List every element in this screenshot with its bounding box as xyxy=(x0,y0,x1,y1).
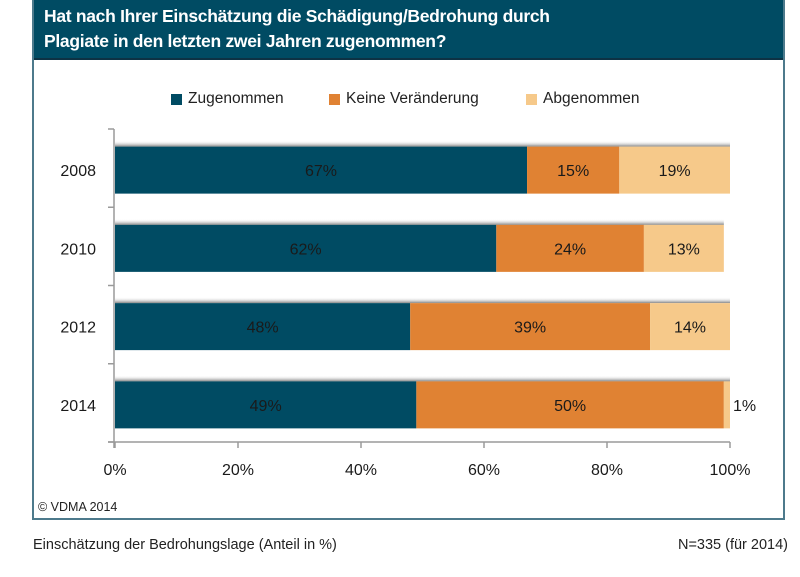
x-tick-label: 80% xyxy=(591,462,623,479)
data-label: 39% xyxy=(514,320,546,337)
chart-header: Hat nach Ihrer Einschätzung die Schädigu… xyxy=(34,0,783,60)
data-label: 13% xyxy=(668,241,700,258)
x-tick-label: 60% xyxy=(468,462,500,479)
bar-shadow xyxy=(115,218,724,225)
category-label: 2008 xyxy=(60,163,96,180)
x-tick-label: 0% xyxy=(103,462,126,479)
chart-legend: Zugenommen Keine Veränderung Abgenommen xyxy=(34,90,783,110)
bar-shadow xyxy=(115,297,730,304)
data-label: 1% xyxy=(733,398,756,415)
legend-item-keine-veraenderung: Keine Veränderung xyxy=(329,90,479,108)
x-tick-label: 100% xyxy=(710,462,751,479)
legend-item-abgenommen: Abgenommen xyxy=(526,90,640,108)
data-label: 49% xyxy=(250,398,282,415)
bar-segment-2014-keine-ver-nderung xyxy=(416,381,724,429)
data-label: 67% xyxy=(305,163,337,180)
data-label: 14% xyxy=(674,320,706,337)
legend-label-zugenommen: Zugenommen xyxy=(188,90,284,107)
chart-title-line-2: Plagiate in den letzten zwei Jahren zuge… xyxy=(44,31,447,51)
bar-segment-2008-zugenommen xyxy=(115,146,528,194)
bar-segment-2010-zugenommen xyxy=(115,224,497,272)
chart-title-line-1: Hat nach Ihrer Einschätzung die Schädigu… xyxy=(44,6,550,26)
bar-segment-2008-abgenommen xyxy=(619,146,730,194)
x-tick-label: 40% xyxy=(345,462,377,479)
bar-segment-2008-keine-ver-nderung xyxy=(527,146,620,194)
data-label: 62% xyxy=(290,241,322,258)
category-label: 2012 xyxy=(60,320,96,337)
category-label: 2014 xyxy=(60,398,96,415)
bar-segment-2010-abgenommen xyxy=(643,224,724,272)
legend-label-keine-veraenderung: Keine Veränderung xyxy=(346,90,479,107)
legend-swatch-keine-veraenderung xyxy=(329,93,340,105)
bar-segment-2014-zugenommen xyxy=(115,381,417,429)
bar-segment-2012-abgenommen xyxy=(650,303,730,351)
data-label: 50% xyxy=(554,398,586,415)
bar-segment-2014-abgenommen xyxy=(723,381,730,429)
copyright-notice: © VDMA 2014 xyxy=(38,500,118,514)
legend-label-abgenommen: Abgenommen xyxy=(543,90,640,107)
data-label: 48% xyxy=(247,320,279,337)
bar-segment-2012-keine-ver-nderung xyxy=(410,303,651,351)
bar-shadow xyxy=(115,140,730,147)
legend-swatch-abgenommen xyxy=(526,93,537,105)
x-tick-label: 20% xyxy=(222,462,254,479)
data-label: 24% xyxy=(554,241,586,258)
bar-shadow xyxy=(115,375,730,382)
legend-item-zugenommen: Zugenommen xyxy=(171,90,284,108)
category-label: 2010 xyxy=(60,241,96,258)
data-label: 15% xyxy=(557,163,589,180)
bar-segment-2010-keine-ver-nderung xyxy=(496,224,644,272)
data-label: 19% xyxy=(659,163,691,180)
footer-caption: Einschätzung der Bedrohungslage (Anteil … xyxy=(33,537,337,553)
footer-sample-size: N=335 (für 2014) xyxy=(677,537,788,553)
legend-swatch-zugenommen xyxy=(171,93,182,105)
bar-segment-2012-zugenommen xyxy=(115,303,411,351)
